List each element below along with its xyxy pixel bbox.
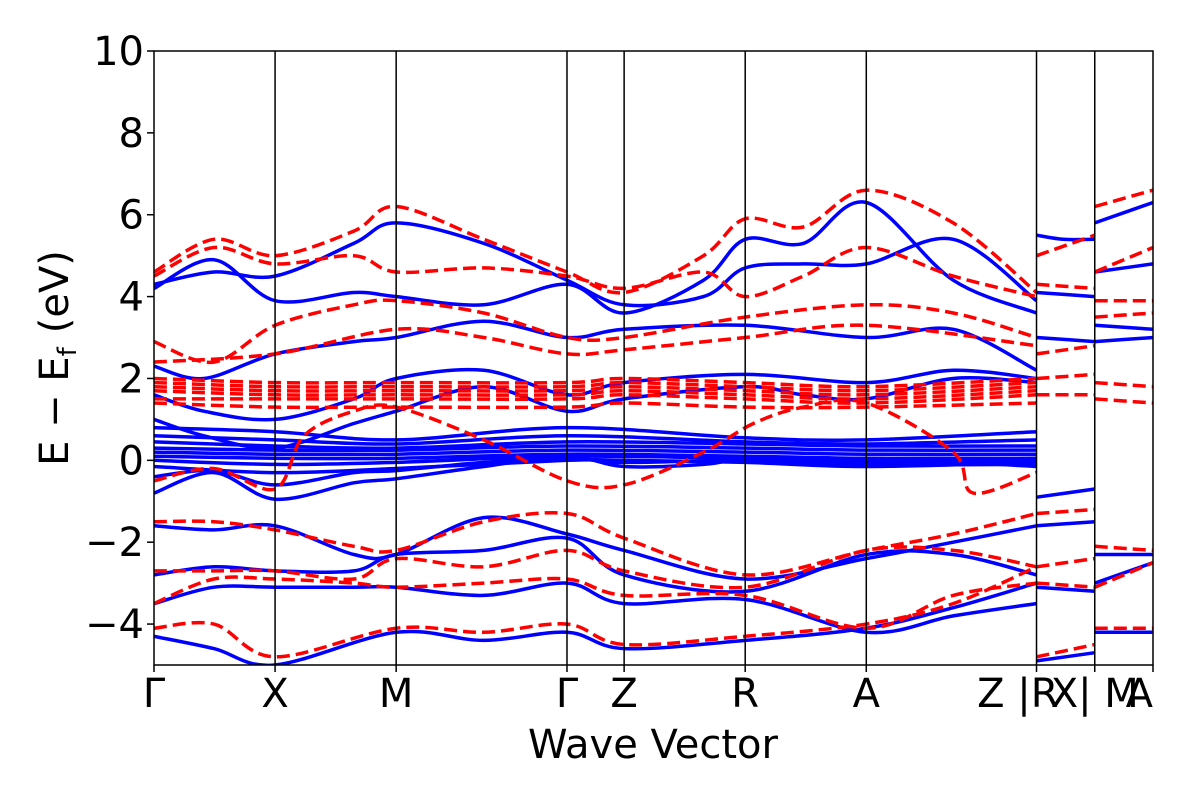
dashed-band-15 — [1035, 233, 1096, 258]
x-tick-label-9: A — [1126, 671, 1154, 717]
y-tick-label-7: −4 — [85, 602, 144, 648]
dashed-band-17 — [1036, 343, 1096, 356]
dashed-band-30 — [1094, 544, 1153, 553]
dashed-band-22 — [1036, 581, 1095, 589]
y-tick-label-5: 0 — [119, 438, 144, 484]
y-tick-label-4: 2 — [119, 356, 144, 402]
x-tick-label-8: X| M — [1051, 671, 1139, 717]
x-tick-label-7: Z |R — [977, 671, 1058, 717]
dashed-band-21 — [1036, 556, 1096, 569]
y-tick-label-1: 8 — [119, 111, 144, 157]
solid-band-20 — [1036, 290, 1095, 299]
y-tick-label-6: −2 — [85, 520, 144, 566]
dashed-band-28 — [1094, 380, 1153, 389]
x-tick-label-5: R — [731, 671, 759, 717]
x-axis-label: Wave Vector — [528, 722, 779, 768]
dashed-band-9 — [154, 401, 1037, 410]
y-tick-label-0: 10 — [93, 29, 144, 75]
x-tick-label-2: M — [379, 671, 414, 717]
y-axis-label: E − Ef (eV) — [32, 250, 83, 466]
dashed-band-20 — [1036, 507, 1095, 516]
y-tick-label-3: 4 — [119, 275, 144, 321]
solid-band-21 — [1036, 335, 1095, 344]
dashed-band-3 — [154, 323, 1037, 364]
dashed-band-27 — [1094, 311, 1153, 319]
dashed-band-18 — [1036, 372, 1095, 381]
y-tick-label-2: 6 — [119, 193, 144, 239]
x-tick-label-6: A — [853, 671, 881, 717]
bands-layer — [154, 188, 1153, 665]
solid-band-22 — [1036, 487, 1096, 499]
solid-band-9 — [154, 425, 1037, 443]
dashed-band-29 — [1094, 397, 1153, 405]
x-tick-label-4: Z — [610, 671, 637, 717]
solid-band-23 — [1036, 519, 1095, 528]
solid-band-28 — [1094, 323, 1153, 332]
x-tick-label-0: Γ — [143, 671, 166, 717]
solid-band-31 — [1094, 561, 1153, 585]
solid-band-26 — [1094, 200, 1153, 225]
kpoint-divider-lines — [274, 51, 1096, 665]
y-axis-label-main: E − E — [32, 356, 78, 466]
solid-band-24 — [1036, 585, 1095, 594]
dashed-band-25 — [1094, 245, 1153, 274]
plot-frame — [153, 50, 1154, 666]
dashed-band-31 — [1094, 561, 1153, 589]
solid-band-17 — [154, 581, 1037, 635]
y-axis-label-subscript: f — [53, 346, 83, 356]
solid-band-12 — [154, 319, 1038, 381]
x-tick-label-3: Γ — [556, 671, 579, 717]
solid-band-19 — [1036, 233, 1095, 242]
dashed-band-16 — [1036, 282, 1095, 291]
dashed-band-23 — [1036, 642, 1096, 659]
y-axis-ticks: 10 8 6 4 2 0 −2 −4 — [85, 29, 154, 648]
dashed-band-24 — [1094, 188, 1153, 209]
solid-band-15 — [154, 515, 1037, 581]
y-axis-label-unit: (eV) — [32, 250, 78, 333]
dashed-band-13 — [154, 575, 1037, 630]
dashed-band-0 — [154, 188, 1038, 295]
x-tick-label-1: X — [261, 671, 288, 717]
dashed-band-10 — [154, 398, 1038, 496]
solid-band-29 — [1094, 335, 1153, 344]
solid-band-25 — [1036, 650, 1096, 663]
